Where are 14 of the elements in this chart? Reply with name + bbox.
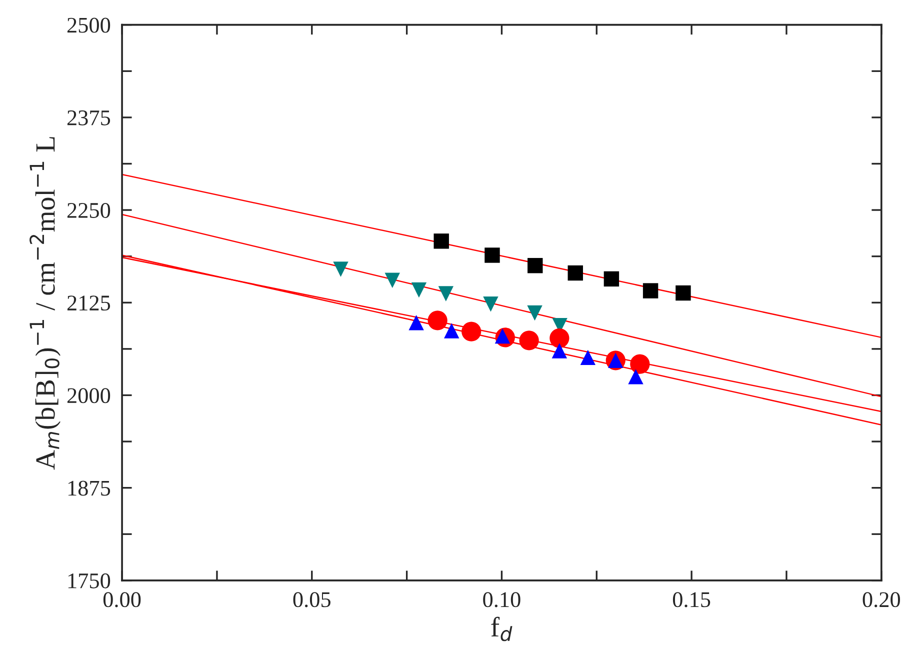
y-tick-label: 2125: [67, 296, 110, 311]
x-tick-label: 0.15: [672, 592, 710, 608]
y-tick-label: 2375: [67, 110, 110, 126]
y-tick-label: 2000: [67, 388, 110, 404]
text: A$_{m}$(b[B]$_{0}$)$^{−1}$ / cm$^{−2}$mol$^{−1}$ L: [30, 137, 61, 470]
y-tick-label: 1750: [68, 573, 110, 588]
x-axis-title: f$_{d}$: [491, 616, 512, 642]
x-tick-label: 0.20: [862, 592, 900, 608]
x-tick-label: 0.00: [103, 592, 141, 608]
y-tick-label: 2500: [67, 18, 110, 33]
y-tick-label: 2250: [67, 202, 110, 218]
x-tick-label: 0.05: [293, 592, 330, 608]
y-tick-label: 1875: [68, 480, 110, 496]
x-tick-label: 0.10: [483, 592, 520, 608]
